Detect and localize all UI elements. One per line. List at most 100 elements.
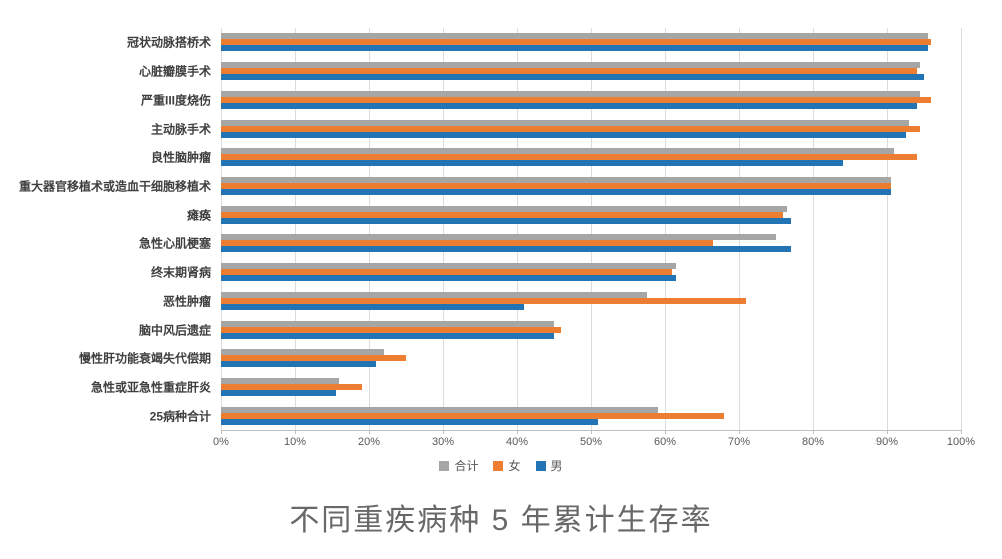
bar-group: 慢性肝功能衰竭失代偿期	[79, 344, 961, 373]
category-label: 主动脉手术	[150, 122, 211, 137]
x-axis-tick-label: 60%	[653, 436, 677, 448]
bar-女	[221, 39, 932, 46]
bar-合计	[221, 119, 910, 126]
bar-group: 急性心肌梗塞	[139, 229, 961, 258]
bar-group: 终末期肾病	[151, 258, 961, 287]
x-axis-tick-label: 40%	[505, 436, 529, 448]
gridline	[665, 28, 666, 430]
bar-男	[221, 131, 906, 138]
x-axis-tickmark	[443, 430, 444, 434]
x-axis-tickmark	[887, 430, 888, 434]
x-axis-tick-label: 20%	[357, 436, 381, 448]
x-axis-tick-label: 90%	[875, 436, 899, 448]
x-axis-tick-label: 0%	[213, 436, 229, 448]
legend-label: 女	[508, 459, 521, 473]
bar-男	[221, 45, 928, 52]
bar-女	[221, 269, 673, 276]
category-label: 瘫痪	[186, 208, 211, 223]
bar-男	[221, 246, 791, 253]
bar-group: 25病种合计	[150, 401, 961, 430]
x-axis-tick-label: 30%	[431, 436, 455, 448]
gridline	[295, 28, 296, 430]
legend-item-男: 男	[535, 457, 563, 474]
category-label: 慢性肝功能衰竭失代偿期	[78, 351, 211, 366]
bar-女	[221, 297, 747, 304]
bar-group: 主动脉手术	[151, 114, 961, 143]
x-axis-tick-label: 10%	[283, 436, 307, 448]
bar-男	[221, 303, 525, 310]
x-axis-tick-label: 80%	[801, 436, 825, 448]
bar-合计	[221, 234, 776, 241]
bar-女	[221, 383, 362, 390]
bar-合计	[221, 406, 658, 413]
category-label: 心脏瓣膜手术	[138, 64, 211, 79]
gridline	[961, 28, 962, 430]
bar-女	[221, 211, 784, 218]
gridline	[591, 28, 592, 430]
bar-合计	[221, 349, 384, 356]
bar-合计	[221, 176, 891, 183]
x-axis-tick-label: 50%	[579, 436, 603, 448]
legend-label: 合计	[454, 459, 479, 473]
x-axis-tickmark	[961, 430, 962, 434]
x-axis-tick-labels: 0% 10% 20% 30% 40% 50% 60% 70% 80% 90% 100%	[213, 436, 975, 450]
bar-男	[221, 332, 554, 339]
bar-男	[221, 217, 791, 224]
category-label: 良性脑肿瘤	[150, 150, 211, 165]
legend: 合计 女 男	[0, 457, 1002, 474]
category-label: 重大器官移植术或造血干细胞移植术	[18, 179, 211, 194]
bar-group: 急性或亚急性重症肝炎	[91, 373, 961, 402]
legend-swatch-icon	[493, 460, 504, 471]
legend-swatch-icon	[439, 460, 450, 471]
bar-rows: 冠状动脉搭桥术心脏瓣膜手术 严重III度烧伤主动脉手术良性脑肿瘤重大器官移植术或造…	[19, 28, 961, 430]
bar-女	[221, 240, 714, 247]
x-axis-tickmark	[369, 430, 370, 434]
bar-合计	[221, 377, 340, 384]
bar-group: 瘫痪	[187, 200, 961, 229]
bar-group: 恶性肿瘤	[163, 286, 961, 315]
x-axis-tickmark	[221, 430, 222, 434]
legend-label: 男	[550, 459, 563, 473]
category-label: 脑中风后遗症	[138, 323, 211, 338]
gridline	[813, 28, 814, 430]
bar-男	[221, 74, 924, 81]
bar-group: 心脏瓣膜手术	[139, 57, 961, 86]
category-label: 终末期肾病	[150, 265, 211, 280]
gridline	[221, 28, 222, 430]
bar-合计	[221, 320, 554, 327]
bar-group: 严重III度烧伤	[141, 85, 961, 114]
category-label: 急性心肌梗塞	[138, 236, 211, 251]
bar-女	[221, 154, 917, 161]
bar-女	[221, 412, 725, 419]
gridline	[887, 28, 888, 430]
bar-合计	[221, 62, 921, 69]
gridline	[369, 28, 370, 430]
category-label: 恶性肿瘤	[162, 294, 211, 309]
bar-女	[221, 68, 917, 75]
bar-男	[221, 361, 377, 368]
plot-area: 冠状动脉搭桥术心脏瓣膜手术 严重III度烧伤主动脉手术良性脑肿瘤重大器官移植术或造…	[19, 28, 975, 448]
category-label: 急性或亚急性重症肝炎	[90, 380, 211, 395]
bar-男	[221, 188, 891, 195]
bar-女	[221, 326, 562, 333]
bar-group: 脑中风后遗症	[139, 315, 961, 344]
category-label: 严重III度烧伤	[140, 93, 211, 108]
legend-item-合计: 合计	[439, 457, 478, 474]
bar-女	[221, 182, 891, 189]
bar-女	[221, 125, 921, 132]
bar-男	[221, 160, 843, 167]
bar-合计	[221, 33, 928, 40]
x-axis-tickmark	[739, 430, 740, 434]
bar-group: 冠状动脉搭桥术	[127, 28, 961, 57]
bar-男	[221, 275, 677, 282]
category-label: 25病种合计	[149, 409, 211, 424]
x-axis-tickmark	[813, 430, 814, 434]
gridline	[517, 28, 518, 430]
x-axis-tick-label: 70%	[727, 436, 751, 448]
bar-合计	[221, 90, 921, 97]
legend-item-女: 女	[493, 457, 521, 474]
bar-女	[221, 96, 932, 103]
chart-title: 不同重疾病种 5 年累计生存率	[289, 504, 713, 537]
bar-group: 良性脑肿瘤	[151, 143, 961, 172]
